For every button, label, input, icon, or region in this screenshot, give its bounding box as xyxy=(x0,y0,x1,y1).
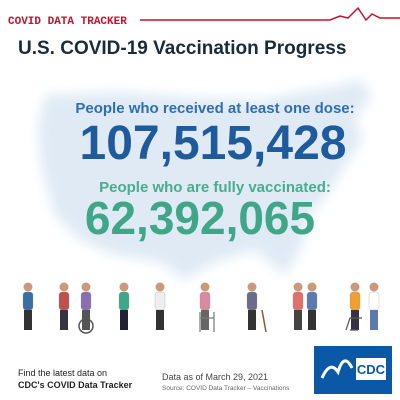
person-part xyxy=(200,282,210,292)
us-map xyxy=(38,80,372,280)
person-part xyxy=(248,310,256,330)
person-part xyxy=(307,282,317,292)
person-part xyxy=(369,282,379,292)
title: U.S. COVID-19 Vaccination Progress xyxy=(18,38,346,59)
person-part xyxy=(120,310,128,330)
person-part xyxy=(293,282,303,292)
person-part xyxy=(349,291,361,311)
person-part xyxy=(59,282,69,292)
person-part xyxy=(155,282,165,292)
footer-link: CDC's COVID Data Tracker xyxy=(18,380,133,390)
person-part xyxy=(350,282,360,292)
person-part xyxy=(292,291,304,311)
person-part xyxy=(370,310,378,330)
source: Source: COVID Data Tracker – Vaccination… xyxy=(162,385,290,392)
logo-badge xyxy=(356,358,386,380)
stat-value: 107,515,428 xyxy=(80,117,347,170)
people xyxy=(22,282,380,334)
person-part xyxy=(308,310,316,330)
person-part xyxy=(82,310,90,330)
person-part xyxy=(345,317,362,331)
person-part xyxy=(246,291,258,311)
person-part xyxy=(119,282,129,292)
person-part xyxy=(23,282,33,292)
person-part xyxy=(80,291,92,311)
stat-label: People who received at least one dose: xyxy=(75,100,354,117)
person-part xyxy=(154,291,166,311)
person-part xyxy=(60,310,68,330)
date: Data as of March 29, 2021 xyxy=(162,372,268,382)
person-part xyxy=(24,310,32,330)
person-part xyxy=(261,309,267,333)
person-part xyxy=(199,312,215,332)
stat-value: 62,392,065 xyxy=(85,192,315,244)
footer-line: Find the latest data on xyxy=(18,368,107,378)
logo-text: CDC xyxy=(357,362,386,377)
person-part xyxy=(201,310,209,330)
person-part xyxy=(78,318,94,334)
person-part xyxy=(351,310,359,330)
tracker-line xyxy=(140,6,400,22)
person-part xyxy=(306,291,318,311)
tracker-label: COVID DATA TRACKER xyxy=(8,16,127,28)
person-part xyxy=(156,310,164,330)
person-part xyxy=(58,291,70,311)
person-part xyxy=(81,282,91,292)
person-part xyxy=(247,282,257,292)
person-part xyxy=(294,310,302,330)
person-part xyxy=(22,291,34,311)
stat-label: People who are fully vaccinated: xyxy=(99,179,331,196)
person-part xyxy=(118,291,130,311)
person-part xyxy=(199,291,211,311)
hhs-mark xyxy=(320,359,354,379)
person-part xyxy=(368,291,380,311)
